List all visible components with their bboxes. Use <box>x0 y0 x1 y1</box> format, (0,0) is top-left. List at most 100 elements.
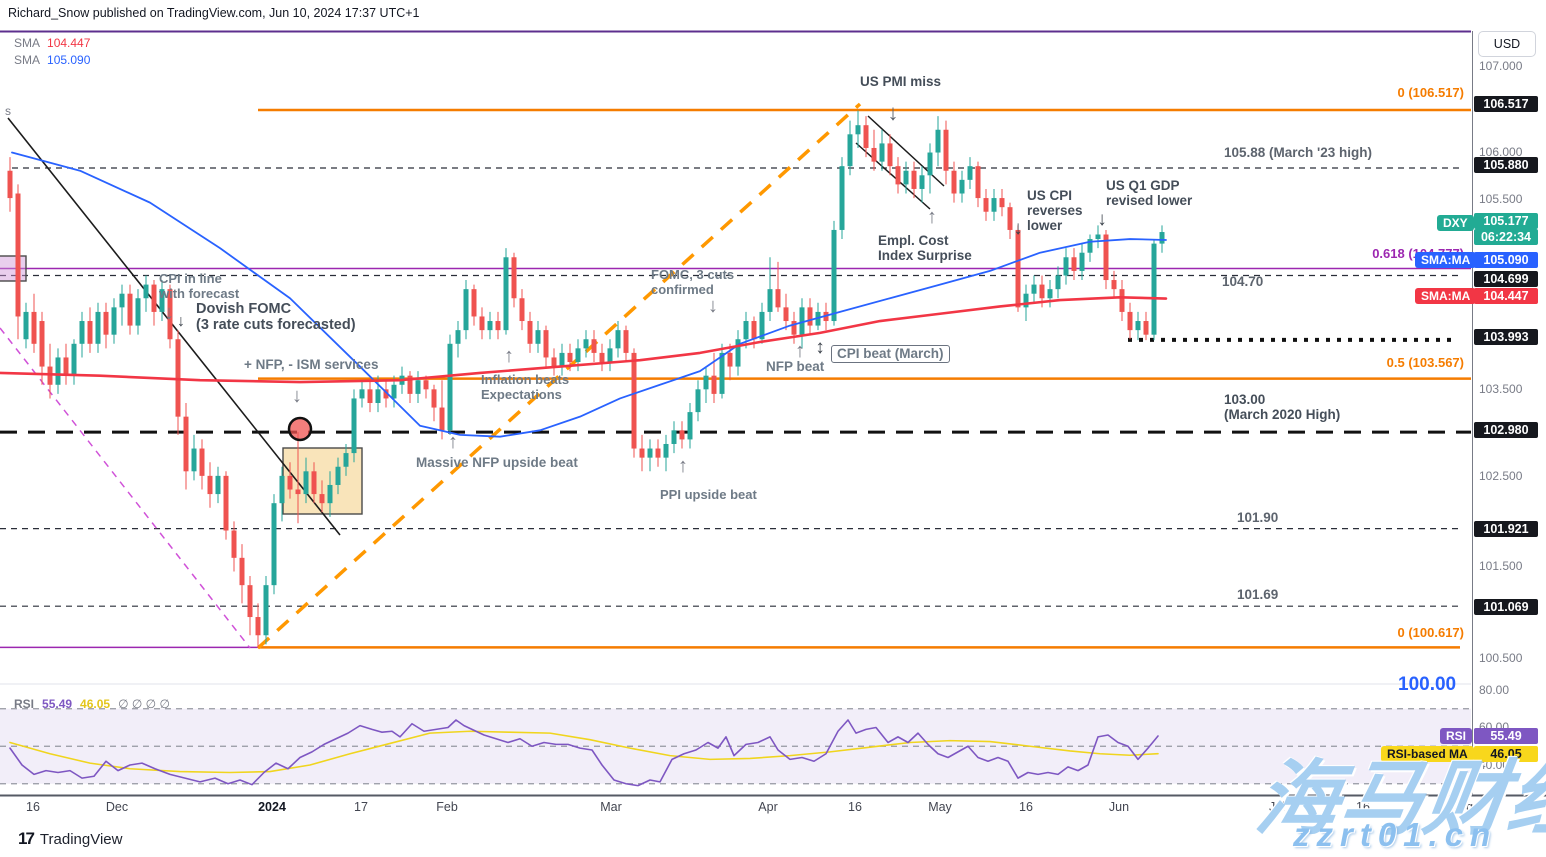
candle-body <box>695 389 701 413</box>
candle-body <box>463 289 469 331</box>
annotation[interactable]: US PMI miss <box>860 74 942 89</box>
candle-body <box>991 198 997 212</box>
currency-unit-button[interactable]: USD <box>1478 31 1536 57</box>
candle-body <box>519 298 525 322</box>
candle-body <box>439 407 445 431</box>
arrow-marker: ↓ <box>164 302 174 324</box>
annotation[interactable]: 104.70 <box>1222 274 1264 289</box>
candle-body <box>63 357 69 376</box>
arrow-marker: ↑ <box>927 206 937 228</box>
candle-body <box>967 166 973 180</box>
annotation[interactable]: NFP beat <box>766 359 825 374</box>
candle-body <box>631 352 637 449</box>
price-tick: 107.000 <box>1479 59 1523 73</box>
candle-body <box>863 125 869 148</box>
candle-body <box>503 257 509 331</box>
candle-body <box>95 311 101 344</box>
annotation[interactable]: 103.00 (March 2020 High) <box>1224 392 1341 423</box>
rsi-legend[interactable]: RSI 55.49 46.05 ∅ ∅ ∅ ∅ <box>14 697 170 711</box>
candle-body <box>375 389 381 403</box>
level-label-100: 100.00 <box>1398 674 1457 695</box>
trendline[interactable] <box>855 142 931 210</box>
axis-badge: 104.447 <box>1474 288 1538 304</box>
candle-body <box>919 175 925 189</box>
annotation[interactable]: PPI upside beat <box>660 487 757 502</box>
candle-body <box>847 134 853 167</box>
axis-badge: 105.880 <box>1474 157 1538 173</box>
time-tick: 16 <box>1356 800 1370 814</box>
time-tick: 2024 <box>258 800 286 814</box>
candle-body <box>23 311 29 340</box>
candle-body <box>487 321 493 331</box>
time-tick: Aug <box>1450 800 1474 814</box>
candle-body <box>591 339 597 353</box>
candle-body <box>87 321 93 344</box>
annotation[interactable]: + NFP, - ISM services <box>244 357 379 372</box>
publish-byline: Richard_Snow published on TradingView.co… <box>8 6 420 20</box>
tradingview-footer[interactable]: 17 TradingView <box>18 829 122 849</box>
candle-body <box>215 475 221 495</box>
candle-body <box>1143 321 1149 335</box>
annotation[interactable]: Dovish FOMC (3 rate cuts forecasted) <box>196 301 356 334</box>
candle-body <box>255 617 261 636</box>
candle-body <box>71 343 77 376</box>
annotation[interactable]: Inflation beats Expectations <box>481 372 570 402</box>
candle-body <box>1063 257 1069 276</box>
candle-body <box>687 412 693 440</box>
candle-body <box>559 352 565 367</box>
candle-body <box>927 152 933 176</box>
axis-tag: SMA:MA <box>1415 252 1477 268</box>
candle-body <box>495 321 501 331</box>
circle-marker[interactable] <box>287 416 313 442</box>
annotation[interactable]: 101.90 <box>1237 510 1279 525</box>
candle-body <box>383 389 389 399</box>
annotation[interactable]: 105.88 (March '23 high) <box>1224 145 1373 160</box>
candle-body <box>327 484 333 504</box>
tradingview-brand: TradingView <box>39 830 123 848</box>
candle-body <box>143 284 149 299</box>
annotation[interactable]: 0 (100.617) <box>1397 625 1465 640</box>
annotation[interactable]: 101.69 <box>1237 587 1279 602</box>
annotation[interactable]: Massive NFP upside beat <box>416 455 578 470</box>
annotation[interactable]: 0.5 (103.567) <box>1386 355 1464 370</box>
highlight-box[interactable] <box>0 255 27 282</box>
candle-body <box>1103 234 1109 281</box>
candle-body <box>343 453 349 467</box>
time-tick: 17 <box>354 800 368 814</box>
candle-body <box>599 352 605 363</box>
annotation[interactable]: 0 (106.517) <box>1397 85 1465 100</box>
candle-body <box>855 125 861 135</box>
sma-red-value: 104.447 <box>47 36 91 50</box>
candle-body <box>111 307 117 335</box>
candle-body <box>679 430 685 440</box>
time-tick: Jul <box>1269 800 1285 814</box>
candle-body <box>751 321 757 340</box>
axis-badge: 106.517 <box>1474 96 1538 112</box>
axis-badge: 104.699 <box>1474 271 1538 287</box>
sma-legend[interactable]: SMA 104.447 SMA 105.090 <box>14 36 90 67</box>
time-tick: 16 <box>1019 800 1033 814</box>
candle-body <box>943 129 949 171</box>
candle-body <box>535 330 541 344</box>
trendline[interactable] <box>256 102 862 650</box>
trendline[interactable] <box>7 117 341 536</box>
candle-body <box>311 471 317 495</box>
annotation[interactable]: CPI beat (March) <box>831 345 950 364</box>
candle-body <box>263 585 269 636</box>
annotation[interactable]: FOMC, 3 cuts confirmed <box>651 267 735 297</box>
clipped-text: s <box>5 104 11 118</box>
indicator-line <box>11 151 1167 438</box>
arrow-marker: ↓ <box>1013 218 1023 239</box>
rsi-empty-params: ∅ ∅ ∅ ∅ <box>118 697 170 711</box>
arrow-marker: ↑ <box>448 431 458 453</box>
rsi-value: 55.49 <box>42 697 73 711</box>
annotation[interactable]: CPI in line with forecast <box>159 271 240 301</box>
candle-body <box>799 307 805 335</box>
annotation[interactable]: US Q1 GDP revised lower <box>1106 178 1193 209</box>
annotation[interactable]: US CPI reverses lower <box>1027 188 1083 234</box>
candle-body <box>351 398 357 454</box>
candle-body <box>167 289 173 340</box>
annotation[interactable]: Empl. Cost Index Surprise <box>878 233 972 264</box>
candle-body <box>191 448 197 472</box>
